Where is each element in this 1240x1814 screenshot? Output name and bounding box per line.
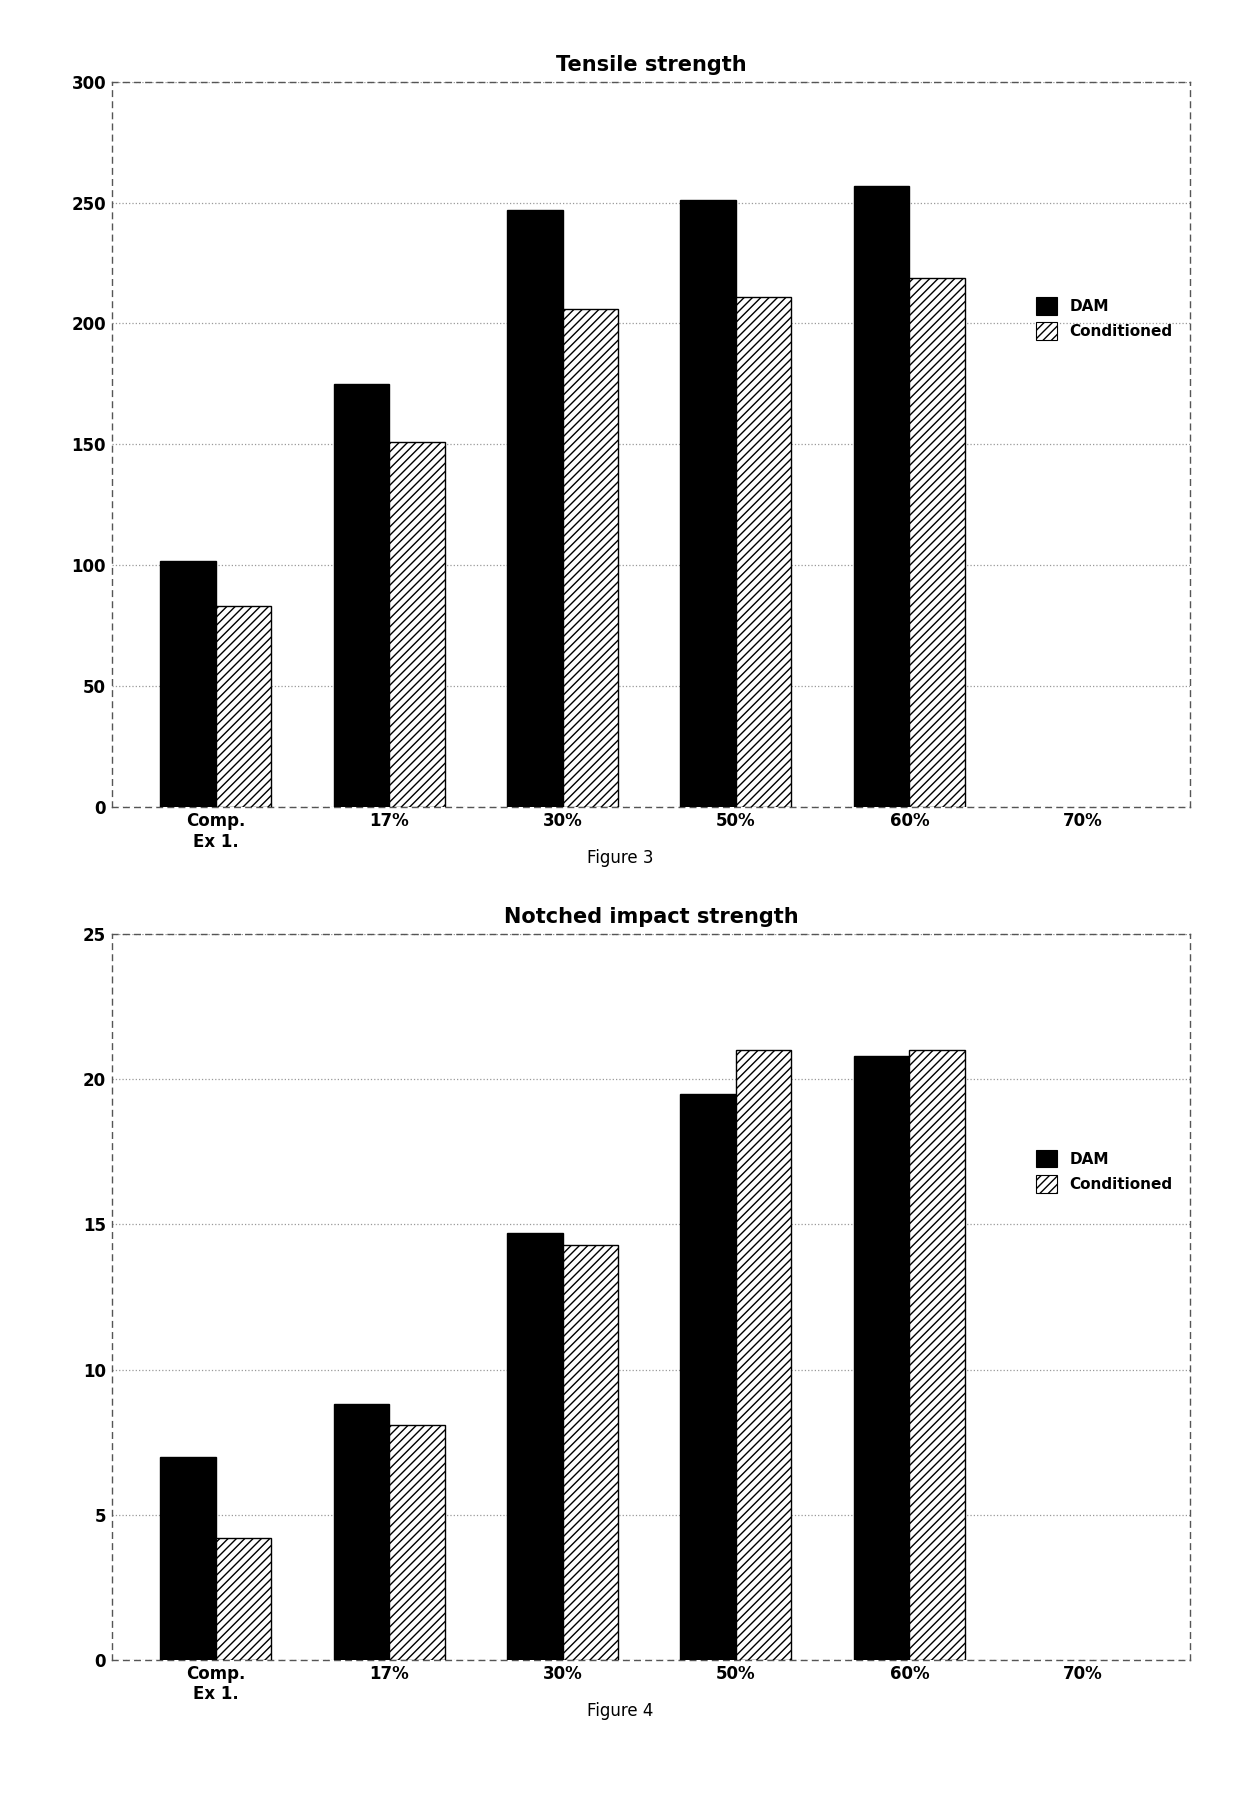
Title: Tensile strength: Tensile strength xyxy=(556,54,746,74)
Legend: DAM, Conditioned: DAM, Conditioned xyxy=(1032,292,1177,345)
Text: Figure 3: Figure 3 xyxy=(587,849,653,867)
Bar xyxy=(909,1050,965,1660)
Bar xyxy=(854,1056,909,1660)
Text: Figure 4: Figure 4 xyxy=(587,1702,653,1720)
Bar xyxy=(334,385,389,807)
Legend: DAM, Conditioned: DAM, Conditioned xyxy=(1032,1145,1177,1197)
Bar xyxy=(334,1404,389,1660)
Bar xyxy=(389,1424,445,1660)
Bar xyxy=(737,297,791,807)
Bar xyxy=(909,278,965,807)
Bar xyxy=(160,561,216,807)
Bar xyxy=(737,1050,791,1660)
Bar xyxy=(563,308,618,807)
Bar xyxy=(507,210,563,807)
Bar xyxy=(216,606,272,807)
Bar xyxy=(854,185,909,807)
Bar xyxy=(681,1094,737,1660)
Title: Notched impact strength: Notched impact strength xyxy=(503,907,799,927)
Bar xyxy=(389,443,445,807)
Bar xyxy=(160,1457,216,1660)
Bar xyxy=(681,200,737,807)
Bar xyxy=(507,1234,563,1660)
Bar xyxy=(216,1538,272,1660)
Bar xyxy=(563,1244,618,1660)
